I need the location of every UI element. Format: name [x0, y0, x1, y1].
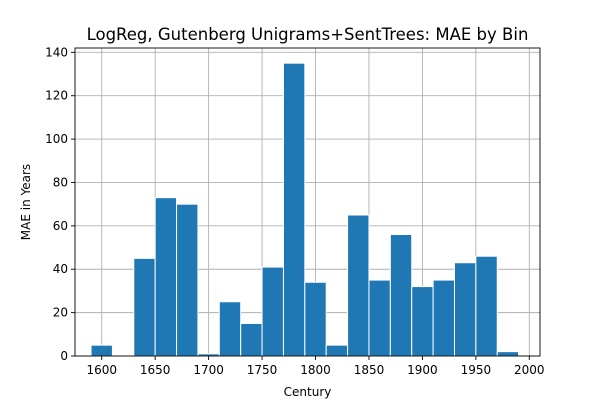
- y-tick-label: 20: [53, 306, 68, 320]
- x-tick-label: 1750: [247, 363, 278, 377]
- y-axis-label: MAE in Years: [19, 164, 33, 240]
- bar: [282, 62, 306, 357]
- bar: [411, 286, 434, 357]
- bar: [475, 255, 498, 357]
- y-tick-label: 0: [60, 349, 68, 363]
- bar: [432, 279, 455, 357]
- x-tick-label: 1700: [193, 363, 224, 377]
- bar: [90, 344, 113, 357]
- plot-frame: [74, 47, 541, 357]
- bar: [347, 214, 370, 357]
- tick-layer: 1600 1650 1700 1750 1800 1850 1900 1950 2000 0 20 4…: [45, 45, 544, 377]
- x-tick-label: 1900: [407, 363, 438, 377]
- x-tick-label: 1850: [354, 363, 385, 377]
- bar: [453, 262, 477, 357]
- bar: [389, 234, 413, 357]
- x-tick-label: 1600: [86, 363, 117, 377]
- x-axis-label: Century: [284, 385, 332, 399]
- x-tick-label: 1800: [300, 363, 331, 377]
- bar: [368, 279, 391, 357]
- bar: [496, 351, 520, 357]
- bar-layer: [90, 62, 520, 357]
- y-tick-label: 100: [45, 132, 68, 146]
- x-tick-label: 2000: [514, 363, 545, 377]
- x-tick-label: 1950: [461, 363, 492, 377]
- bar: [325, 344, 349, 357]
- y-tick-label: 60: [53, 219, 68, 233]
- chart-title: LogReg, Gutenberg Unigrams+SentTrees: MA…: [87, 25, 529, 44]
- y-tick-label: 120: [45, 89, 68, 103]
- bar: [176, 203, 199, 357]
- x-tick-label: 1650: [140, 363, 171, 377]
- y-tick-label: 140: [45, 45, 68, 59]
- bar: [133, 257, 156, 357]
- bar: [261, 266, 284, 357]
- bar: [154, 197, 178, 357]
- bar: [218, 301, 242, 357]
- y-tick-label: 40: [53, 262, 68, 276]
- y-tick-label: 80: [53, 175, 68, 189]
- bar: [240, 322, 263, 357]
- bar: [304, 281, 327, 357]
